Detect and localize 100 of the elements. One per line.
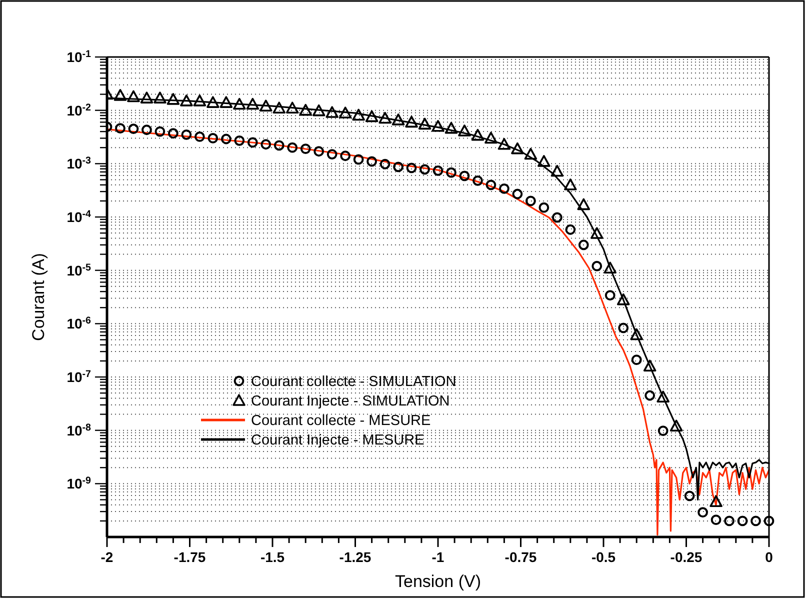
point (392, 114, 405, 126)
y-tick-label: 10$^{-6}$ (66, 315, 92, 332)
point (658, 426, 668, 436)
x-tick-label: -1.5 (260, 549, 285, 565)
point (154, 126, 166, 137)
point (698, 507, 708, 518)
point (326, 149, 338, 160)
point (353, 154, 364, 165)
point (406, 162, 417, 174)
point (193, 94, 206, 106)
point (378, 112, 392, 124)
point (737, 516, 748, 526)
point (484, 132, 498, 144)
point (656, 390, 670, 402)
point (338, 106, 352, 118)
point (710, 495, 722, 508)
point (194, 132, 205, 142)
point (604, 262, 617, 274)
point (458, 124, 471, 136)
point (140, 92, 154, 104)
y-tick-label: 10$^{-8}$ (66, 422, 92, 438)
point (247, 137, 258, 148)
point (630, 328, 643, 340)
x-tick-label: -0.75 (504, 549, 537, 565)
y-axis-title: Courant (A) (29, 253, 48, 341)
point (272, 102, 286, 114)
point (287, 142, 298, 153)
point (577, 198, 590, 210)
point (420, 164, 430, 175)
point (724, 516, 734, 526)
point (578, 240, 589, 250)
point (128, 124, 139, 134)
point (127, 90, 140, 102)
x-tick-label: -1.25 (339, 549, 372, 565)
point (444, 122, 458, 134)
point (538, 155, 550, 167)
point (524, 148, 538, 160)
point (511, 142, 524, 154)
point (168, 128, 178, 139)
point (246, 98, 260, 110)
point (432, 165, 444, 176)
point (498, 138, 511, 150)
point (274, 140, 284, 151)
point (472, 175, 483, 186)
point (525, 196, 536, 206)
x-tick-label: -2 (100, 549, 114, 565)
point (115, 123, 126, 134)
point (142, 124, 152, 136)
point (314, 146, 324, 157)
point (459, 170, 470, 182)
legend-label: Courant collecte - SIMULATION (251, 374, 456, 390)
point (750, 516, 761, 526)
point (393, 162, 404, 172)
point (684, 490, 695, 502)
point (206, 96, 220, 108)
x-tick-label: -0.25 (670, 549, 702, 565)
point (418, 118, 432, 130)
x-tick-label: -0.5 (591, 549, 616, 565)
point (710, 514, 722, 526)
point (260, 139, 272, 150)
point (366, 156, 377, 167)
x-tick-label: -1.75 (174, 549, 206, 565)
point (644, 390, 656, 401)
point (326, 106, 338, 118)
point (300, 144, 311, 154)
point (114, 89, 127, 101)
point (446, 167, 456, 178)
point (220, 134, 232, 144)
point (764, 516, 774, 526)
point (616, 293, 630, 306)
y-tick-label: 10$^{-9}$ (66, 475, 92, 492)
point (631, 354, 642, 366)
point (499, 183, 510, 194)
point (234, 135, 245, 146)
y-tick-label: 10$^{-2}$ (66, 102, 92, 118)
point (538, 202, 550, 213)
x-tick-label: -1 (432, 549, 444, 565)
point (220, 96, 233, 108)
point (590, 227, 604, 239)
point (565, 224, 576, 235)
point (259, 100, 272, 112)
point (299, 104, 312, 116)
point (432, 120, 444, 132)
legend-label: Courant Injecte - MESURE (251, 432, 425, 448)
point (471, 128, 484, 141)
point (181, 129, 192, 140)
point (643, 360, 656, 372)
y-tick-label: 10$^{-3}$ (66, 155, 92, 172)
y-tick-label: 10$^{-1}$ (66, 48, 92, 65)
point (618, 322, 629, 334)
point (564, 178, 577, 190)
legend-label: Courant collecte - MESURE (251, 413, 432, 429)
point (352, 108, 365, 121)
x-tick-label: 0 (765, 549, 774, 565)
point (154, 92, 166, 104)
y-tick-label: 10$^{-5}$ (66, 262, 92, 278)
point (312, 104, 326, 116)
point (380, 158, 390, 170)
point (592, 260, 602, 272)
point (486, 180, 496, 190)
